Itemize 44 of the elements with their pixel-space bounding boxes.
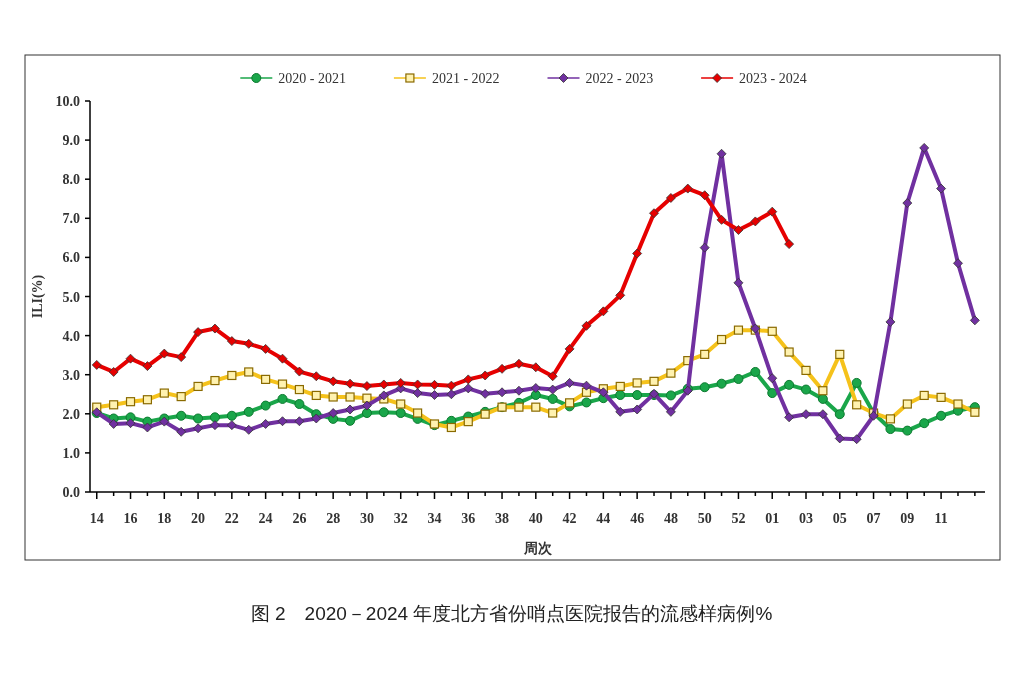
x-tick-label: 48 (663, 511, 678, 526)
x-tick-label: 14 (89, 511, 104, 526)
y-tick-label: 8.0 (62, 172, 80, 188)
legend-label: 2022 - 2023 (585, 71, 654, 86)
x-tick-label: 40 (528, 511, 543, 526)
x-tick-label: 30 (359, 511, 374, 526)
y-tick-label: 5.0 (62, 289, 80, 305)
y-tick-label: 7.0 (62, 211, 80, 227)
x-tick-label: 20 (191, 511, 206, 526)
x-tick-label: 32 (393, 511, 408, 526)
x-tick-label: 05 (832, 511, 847, 526)
x-tick-label: 46 (630, 511, 645, 526)
caption: 图 2 2020－2024 年度北方省份哨点医院报告的流感样病例% (250, 603, 773, 624)
y-tick-label: 0.0 (62, 485, 80, 500)
x-tick-label: 38 (495, 511, 510, 526)
y-tick-label: 10.0 (55, 94, 80, 109)
x-tick-label: 01 (765, 511, 780, 526)
x-tick-label: 36 (461, 511, 476, 526)
y-tick-label: 2.0 (62, 406, 80, 422)
x-tick-label: 07 (866, 511, 881, 526)
x-tick-label: 28 (326, 511, 341, 526)
x-tick-label: 22 (224, 511, 239, 526)
x-axis-title: 周次 (522, 540, 553, 556)
legend-label: 2023 - 2024 (739, 71, 807, 86)
x-tick-label: 09 (900, 511, 915, 526)
y-tick-label: 1.0 (62, 445, 80, 461)
x-tick-label: 44 (596, 511, 611, 526)
x-tick-label: 26 (292, 511, 307, 526)
legend-label: 2021 - 2022 (431, 71, 500, 86)
y-tick-label: 3.0 (62, 367, 80, 383)
x-tick-label: 18 (157, 511, 172, 526)
x-tick-label: 34 (427, 511, 442, 526)
y-tick-label: 4.0 (62, 328, 80, 344)
y-tick-label: 6.0 (62, 250, 80, 266)
x-tick-label: 03 (799, 511, 813, 526)
x-tick-label: 50 (697, 511, 712, 526)
x-tick-label: 11 (934, 511, 948, 526)
y-axis-title: ILI(%) (30, 274, 46, 319)
legend-label: 2020 - 2021 (278, 71, 346, 86)
y-tick-label: 9.0 (62, 133, 80, 149)
x-tick-label: 24 (258, 511, 273, 526)
x-tick-label: 52 (731, 511, 746, 526)
x-tick-label: 16 (123, 511, 138, 526)
x-tick-label: 42 (562, 511, 577, 526)
